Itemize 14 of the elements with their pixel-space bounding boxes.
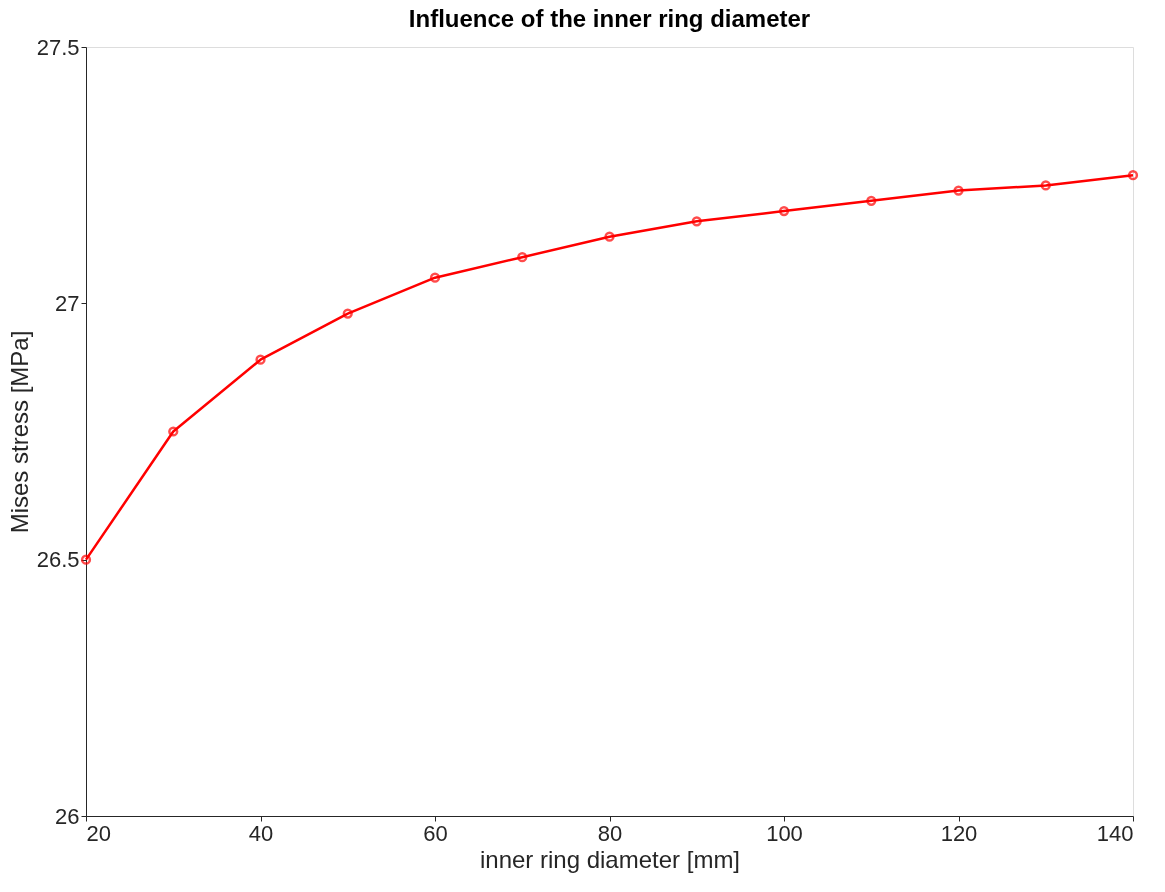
x-tick-label: 20 (86, 820, 111, 846)
y-axis-title: Mises stress [MPa] (5, 330, 33, 534)
x-tick-label: 40 (248, 820, 274, 846)
x-axis-title: inner ring diameter [mm] (479, 845, 741, 873)
x-tick-label: 60 (423, 820, 448, 846)
y-tick-label: 27 (55, 290, 80, 316)
x-tick-label: 120 (940, 820, 978, 846)
y-tick-label: 27.5 (36, 34, 80, 60)
x-tick-label: 140 (1096, 820, 1134, 846)
x-tick-label: 80 (597, 820, 623, 846)
chart-title: Influence of the inner ring diameter (408, 5, 811, 32)
y-tick-label: 26 (55, 803, 80, 829)
y-tick-label: 26.5 (36, 547, 80, 573)
x-tick-label: 100 (766, 820, 803, 846)
